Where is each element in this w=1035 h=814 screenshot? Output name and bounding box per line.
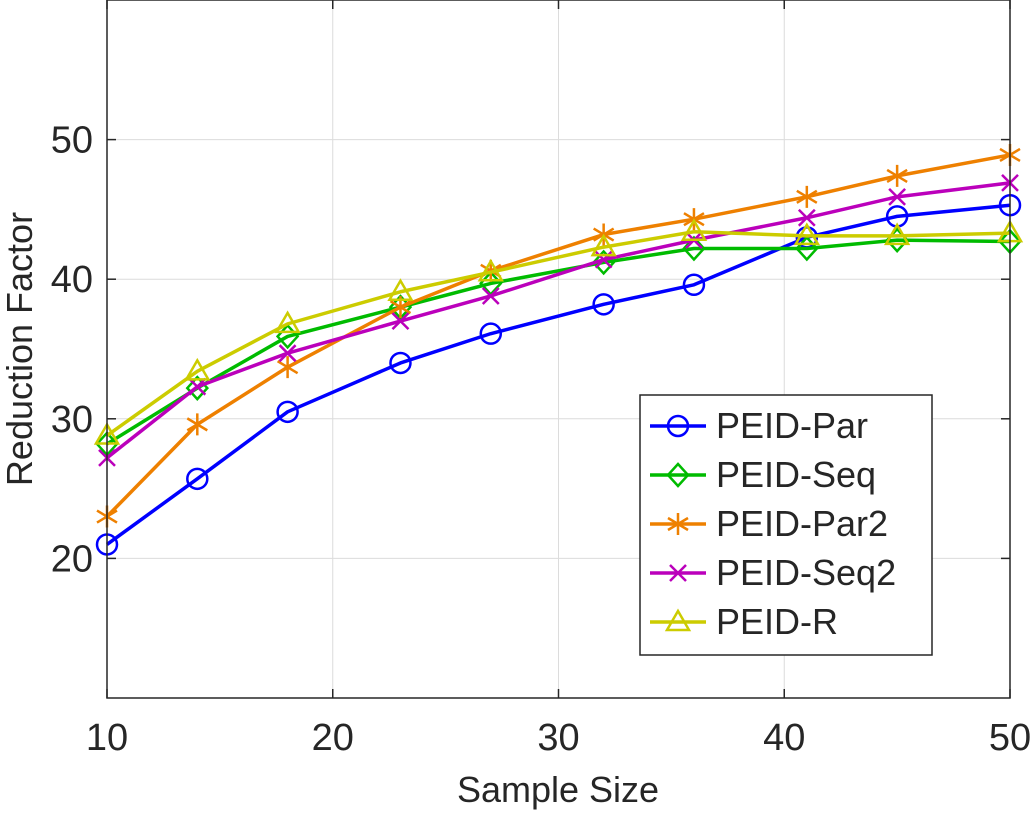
data-point-marker — [387, 278, 414, 302]
legend-marker — [666, 462, 690, 488]
legend-entry-peid-par2: PEID-Par2 — [650, 503, 888, 544]
series-line — [105, 153, 1011, 518]
series-line — [105, 181, 1011, 460]
data-point-marker — [276, 356, 299, 379]
series-line — [105, 203, 1011, 546]
x-axis-label: Sample Size — [457, 769, 659, 810]
legend-entry-peid-par: PEID-Par — [650, 405, 868, 446]
data-point-marker — [389, 351, 412, 375]
x-tick-label: 30 — [537, 717, 579, 759]
data-point-marker — [682, 273, 706, 297]
data-point-marker — [479, 322, 503, 345]
legend-label: PEID-Par2 — [716, 503, 888, 544]
legend-entry-peid-seq: PEID-Seq — [650, 454, 876, 495]
data-point-marker — [477, 258, 504, 282]
x-tick-label: 20 — [312, 717, 354, 759]
y-tick-label: 40 — [51, 259, 93, 301]
series-peid-seq2 — [98, 173, 1019, 467]
legend-marker — [667, 513, 689, 535]
data-point-marker — [888, 187, 907, 206]
x-tick-label: 40 — [763, 717, 805, 759]
legend-marker — [666, 414, 690, 438]
data-point-marker — [188, 377, 207, 396]
data-point-marker — [274, 310, 301, 334]
y-axis-label: Reduction Factor — [0, 212, 40, 486]
legend-marker — [664, 608, 692, 632]
data-point-marker — [391, 312, 410, 330]
data-point-marker — [186, 413, 208, 436]
data-point-marker — [592, 293, 615, 316]
x-tick-label: 10 — [86, 717, 128, 759]
data-point-marker — [481, 287, 500, 305]
data-point-marker — [184, 357, 211, 381]
x-tick-label: 50 — [989, 717, 1031, 759]
data-point-marker — [886, 164, 908, 187]
data-point-marker — [590, 233, 617, 257]
y-tick-label: 20 — [51, 538, 93, 580]
legend-label: PEID-Par — [716, 405, 868, 446]
legend-label: PEID-R — [716, 601, 838, 642]
axis-ticks: 10 20 30 40 50 20 30 40 50 — [51, 0, 1031, 759]
data-point-marker — [186, 467, 209, 491]
series-line — [106, 238, 1011, 446]
y-tick-label: 50 — [51, 120, 93, 162]
legend-entries: PEID-Par PEID-Seq PEID-Par2 PEID-Seq2 PEID-R — [650, 405, 896, 642]
data-point-marker — [278, 344, 297, 363]
legend-entry-peid-r: PEID-R — [650, 601, 838, 642]
legend-label: PEID-Seq — [716, 454, 876, 495]
series-peid-r — [93, 218, 1024, 445]
data-point-marker — [883, 222, 911, 246]
series-line — [105, 229, 1011, 437]
y-tick-label: 30 — [51, 399, 93, 441]
legend: PEID-Par PEID-Seq PEID-Par2 PEID-Seq2 PEID-R — [639, 394, 933, 656]
legend-label: PEID-Seq2 — [716, 552, 896, 593]
data-point-marker — [796, 185, 818, 208]
data-point-marker — [276, 400, 299, 424]
data-point-marker — [793, 222, 820, 246]
data-point-marker — [680, 218, 708, 241]
data-point-marker — [682, 235, 706, 262]
legend-entry-peid-seq2: PEID-Seq2 — [650, 552, 896, 593]
data-point-marker — [797, 208, 816, 227]
legend-marker — [669, 564, 687, 582]
